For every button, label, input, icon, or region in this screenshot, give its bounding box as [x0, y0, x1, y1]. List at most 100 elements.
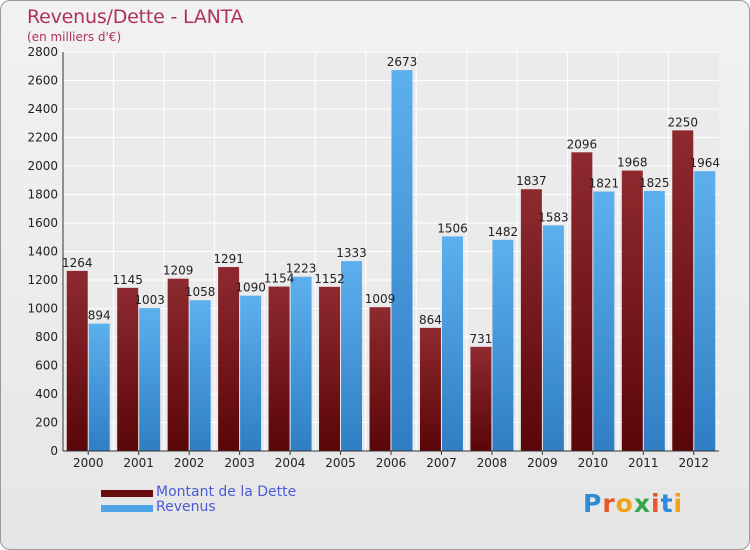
data-label: 2673: [387, 55, 418, 69]
y-tick-label: 1000: [27, 302, 58, 316]
y-tick-label: 2200: [27, 131, 58, 145]
bar-dette: [369, 307, 391, 451]
data-label: 731: [469, 332, 492, 346]
data-label: 2250: [667, 115, 698, 129]
chart-title: Revenus/Dette - LANTA: [27, 6, 244, 28]
data-label: 1821: [589, 177, 620, 191]
y-tick-label: 1600: [27, 216, 58, 230]
bars-layer: [66, 70, 716, 452]
data-label: 1058: [185, 285, 216, 299]
bar-dette: [419, 327, 441, 451]
data-label: 1333: [336, 246, 367, 260]
legend-swatch-dette: [101, 490, 153, 497]
bar-dette: [672, 130, 694, 451]
y-tick-label: 0: [50, 444, 58, 458]
grid-layer: [63, 51, 719, 452]
bar-revenus: [341, 261, 363, 451]
x-tick-label: 2000: [73, 456, 104, 470]
bar-revenus: [88, 323, 110, 451]
y-tick-label: 2800: [27, 45, 58, 59]
data-label: 864: [419, 313, 442, 327]
data-label: 1964: [689, 156, 720, 170]
chart-subtitle: (en milliers d'€): [27, 30, 122, 44]
bar-dette: [520, 189, 542, 452]
y-tick-label: 2400: [27, 102, 58, 116]
x-tick-label: 2004: [275, 456, 306, 470]
x-tick-label: 2011: [628, 456, 659, 470]
logo-letter: r: [602, 489, 616, 518]
x-tick-label: 2009: [527, 456, 558, 470]
data-label: 1825: [639, 176, 670, 190]
data-label: 1209: [163, 264, 194, 278]
data-label: 1291: [213, 252, 244, 266]
axis-layer: 0 200 400 600 800 1000 1200 1400 1600 1800 2000 220…: [27, 45, 719, 470]
bar-revenus: [694, 171, 716, 451]
proxiti-logo: Proxiti: [583, 489, 683, 518]
x-tick-label: 2006: [376, 456, 407, 470]
y-tick-label: 200: [35, 416, 58, 430]
x-tick-label: 2003: [224, 456, 255, 470]
labels-layer: 1264894114510031209105812911090115412231…: [62, 55, 720, 346]
logo-letter: P: [583, 489, 603, 518]
x-tick-label: 2001: [123, 456, 154, 470]
bar-revenus: [593, 191, 615, 451]
data-label: 894: [88, 309, 111, 323]
bar-revenus: [189, 300, 211, 451]
bar-dette: [319, 286, 341, 451]
bar-revenus: [643, 190, 665, 451]
data-label: 1482: [488, 225, 519, 239]
legend-label-revenus: Revenus: [156, 499, 216, 515]
bar-revenus: [542, 225, 564, 451]
bar-revenus: [441, 236, 463, 451]
bar-revenus: [391, 70, 413, 451]
data-label: 1090: [235, 281, 266, 295]
logo-letter: x: [633, 489, 651, 518]
y-tick-label: 800: [35, 330, 58, 344]
data-label: 1145: [112, 273, 143, 287]
x-tick-label: 2005: [325, 456, 356, 470]
y-tick-label: 1800: [27, 188, 58, 202]
y-tick-label: 2000: [27, 159, 58, 173]
data-label: 1583: [538, 210, 569, 224]
bar-revenus: [139, 308, 161, 451]
y-tick-label: 2600: [27, 74, 58, 88]
y-tick-label: 400: [35, 387, 58, 401]
data-label: 1264: [62, 256, 93, 270]
data-label: 1968: [617, 156, 648, 170]
x-tick-label: 2008: [477, 456, 508, 470]
x-tick-label: 2002: [174, 456, 205, 470]
data-label: 1506: [437, 221, 468, 235]
logo-letter: o: [615, 489, 634, 518]
data-label: 1009: [365, 292, 396, 306]
bar-dette: [117, 287, 139, 451]
data-label: 1154: [264, 272, 295, 286]
logo-letter: t: [660, 489, 674, 518]
data-label: 1223: [286, 262, 317, 276]
bar-dette: [571, 152, 593, 451]
y-tick-label: 1400: [27, 245, 58, 259]
bar-dette: [167, 278, 189, 451]
bar-dette: [218, 267, 240, 451]
data-label: 2096: [567, 137, 598, 151]
logo-letter: i: [673, 489, 684, 518]
legend-swatch-revenus: [101, 505, 153, 512]
y-tick-label: 1200: [27, 273, 58, 287]
bar-dette: [621, 170, 643, 451]
x-tick-label: 2010: [578, 456, 609, 470]
bar-dette: [470, 346, 492, 451]
logo-letter: i: [651, 489, 661, 518]
bar-dette: [268, 286, 290, 451]
bar-revenus: [290, 276, 312, 451]
x-tick-label: 2007: [426, 456, 457, 470]
bar-revenus: [240, 295, 262, 451]
data-label: 1837: [516, 174, 547, 188]
bar-revenus: [492, 239, 514, 451]
y-tick-label: 600: [35, 359, 58, 373]
legend-label-dette: Montant de la Dette: [156, 484, 297, 500]
data-label: 1003: [134, 293, 165, 307]
bar-dette: [66, 270, 88, 451]
data-label: 1152: [314, 272, 345, 286]
x-tick-label: 2012: [678, 456, 709, 470]
